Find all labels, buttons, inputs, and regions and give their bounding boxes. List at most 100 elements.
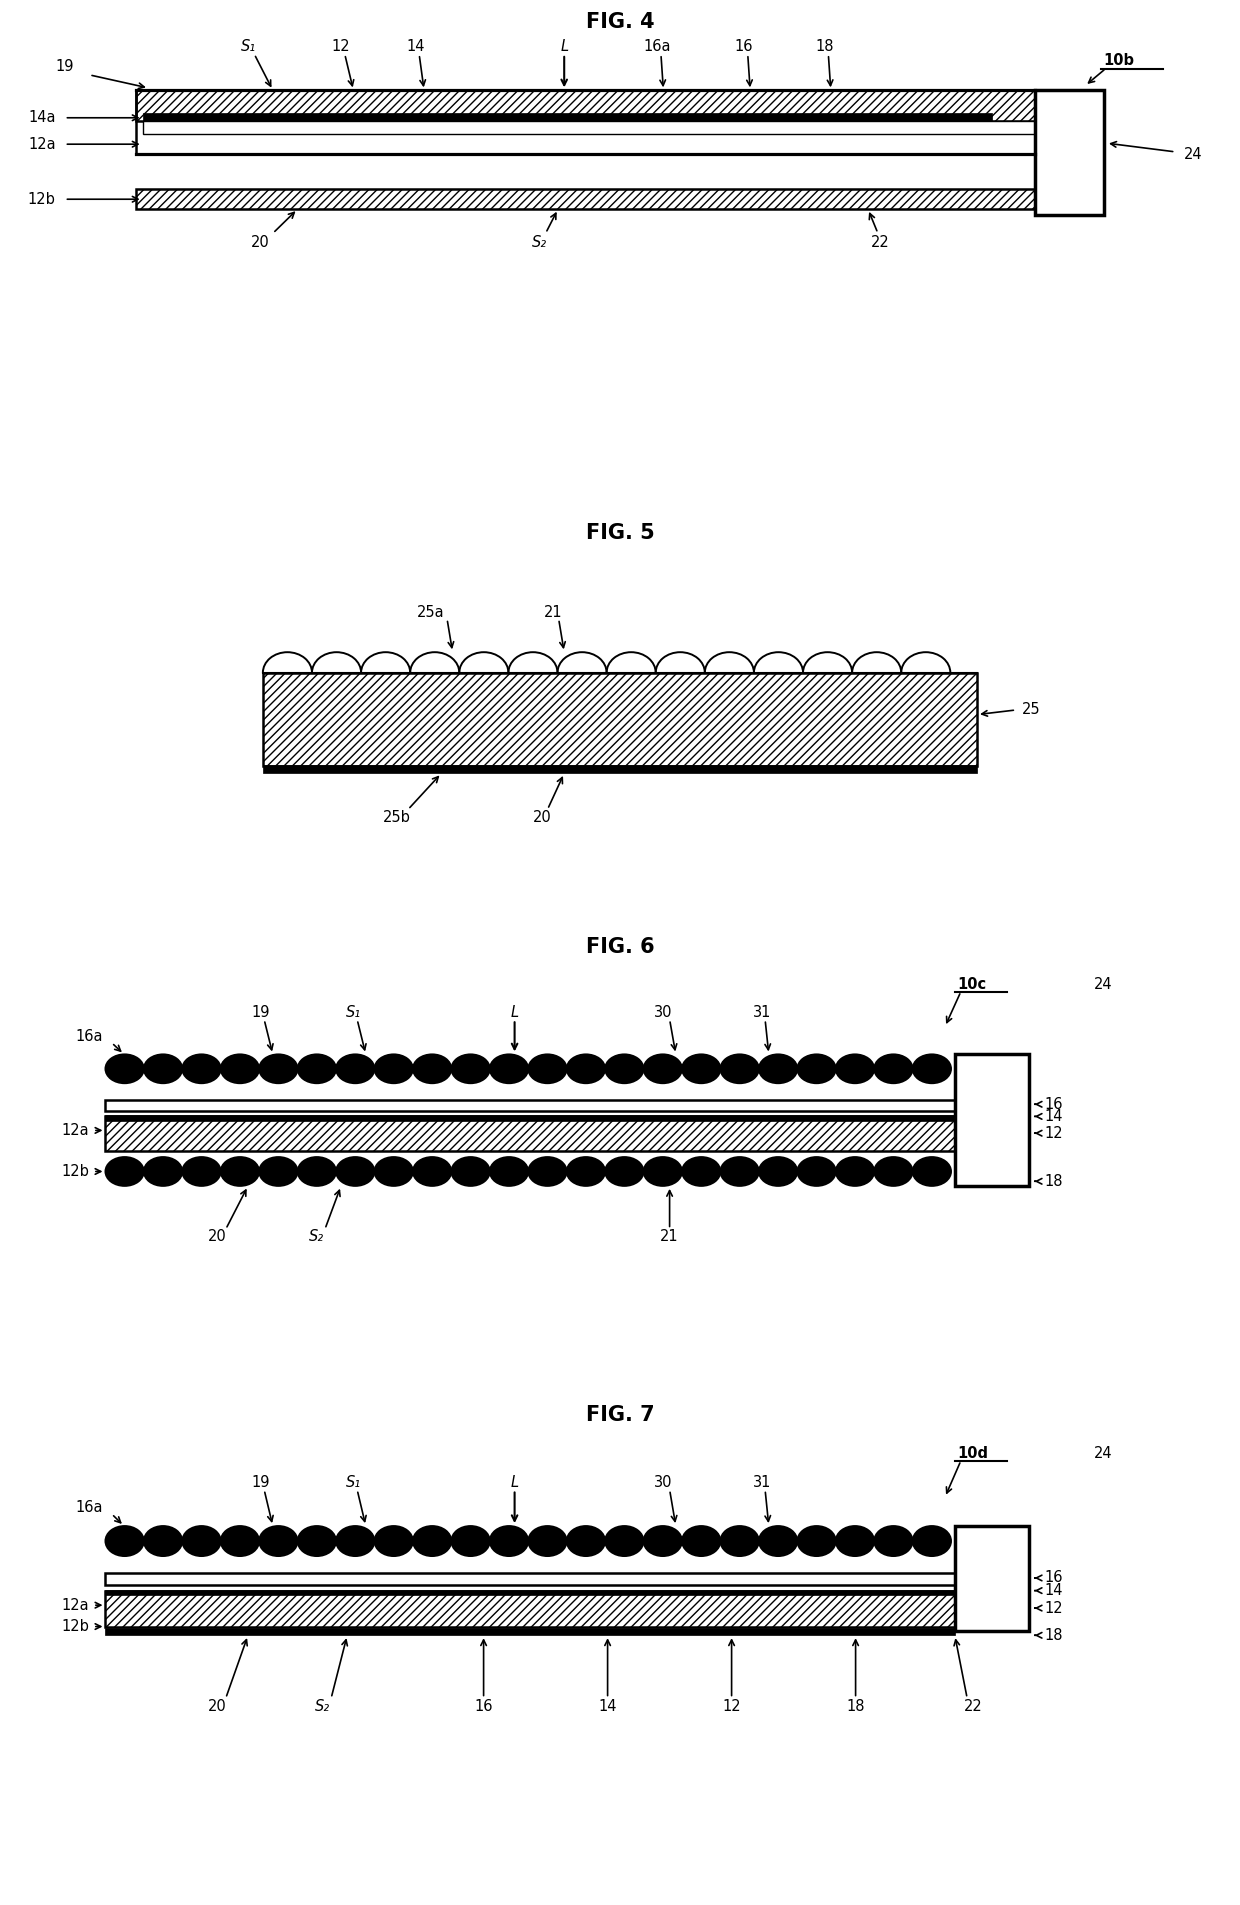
Text: 18: 18 [1044,1627,1063,1642]
Text: FIG. 4: FIG. 4 [585,11,655,32]
Circle shape [413,1053,451,1084]
Text: S₂: S₂ [309,1229,324,1244]
Text: 24: 24 [1094,977,1114,993]
Circle shape [413,1526,451,1556]
Circle shape [605,1053,644,1084]
Text: 16a: 16a [644,38,671,53]
Circle shape [336,1526,374,1556]
Circle shape [182,1053,221,1084]
Circle shape [298,1053,336,1084]
Text: 25a: 25a [417,604,444,619]
Circle shape [528,1156,567,1187]
Circle shape [490,1526,528,1556]
Circle shape [490,1156,528,1187]
Text: 12b: 12b [62,1164,89,1179]
Text: S₂: S₂ [315,1699,330,1714]
Circle shape [682,1053,720,1084]
Text: 19: 19 [56,59,73,74]
Text: L: L [511,1474,518,1490]
Text: 20: 20 [532,810,552,825]
Circle shape [105,1526,144,1556]
Circle shape [567,1526,605,1556]
Text: 25: 25 [1022,703,1040,718]
Text: 16: 16 [1044,1570,1063,1585]
Circle shape [797,1156,836,1187]
Circle shape [298,1526,336,1556]
Text: 18: 18 [816,38,833,53]
Bar [263,766,977,773]
Circle shape [336,1156,374,1187]
Circle shape [221,1526,259,1556]
Circle shape [451,1156,490,1187]
Circle shape [144,1526,182,1556]
Circle shape [644,1526,682,1556]
Text: 22: 22 [963,1699,983,1714]
Text: FIG. 6: FIG. 6 [585,937,655,958]
Text: 24: 24 [1184,147,1203,162]
Circle shape [759,1053,797,1084]
Text: L: L [511,1006,518,1021]
Circle shape [682,1156,720,1187]
Text: 18: 18 [847,1699,864,1714]
Circle shape [490,1053,528,1084]
Circle shape [874,1526,913,1556]
Text: 12: 12 [331,38,351,53]
Circle shape [528,1526,567,1556]
Bar [105,1589,955,1596]
Circle shape [836,1156,874,1187]
Circle shape [720,1526,759,1556]
Circle shape [182,1156,221,1187]
Bar [105,1116,955,1151]
Text: 14: 14 [407,38,424,53]
Text: 16: 16 [1044,1097,1063,1113]
Circle shape [567,1053,605,1084]
Circle shape [374,1526,413,1556]
Circle shape [874,1156,913,1187]
Circle shape [644,1156,682,1187]
Text: 16a: 16a [76,1499,103,1514]
Text: 10c: 10c [957,977,986,993]
Text: 16: 16 [475,1699,492,1714]
Bar [105,1116,955,1120]
Text: FIG. 5: FIG. 5 [585,524,655,543]
Text: 19: 19 [252,1474,269,1490]
Circle shape [797,1526,836,1556]
Text: 18: 18 [1044,1173,1063,1189]
Text: 12b: 12b [29,192,56,208]
Bar [105,1574,955,1585]
Circle shape [913,1526,951,1556]
Text: S₁: S₁ [241,38,255,53]
Bar [143,114,992,122]
Circle shape [836,1526,874,1556]
Text: 20: 20 [207,1699,227,1714]
Bar [1035,90,1104,215]
Text: 22: 22 [870,234,890,250]
Text: 12: 12 [1044,1126,1063,1141]
Circle shape [451,1526,490,1556]
Text: 14a: 14a [29,110,56,126]
Text: L: L [560,38,568,53]
Text: 12a: 12a [62,1598,89,1614]
Text: 19: 19 [252,1006,269,1021]
Text: 12a: 12a [29,137,56,152]
Circle shape [605,1156,644,1187]
Text: FIG. 7: FIG. 7 [585,1404,655,1425]
Circle shape [221,1053,259,1084]
Text: 31: 31 [754,1006,771,1021]
Text: S₁: S₁ [346,1474,361,1490]
Circle shape [259,1053,298,1084]
Circle shape [720,1053,759,1084]
Circle shape [720,1156,759,1187]
Text: 14: 14 [1044,1583,1063,1598]
Text: 24: 24 [1094,1446,1114,1461]
Circle shape [913,1156,951,1187]
Circle shape [913,1053,951,1084]
Circle shape [144,1156,182,1187]
Text: 16: 16 [735,38,753,53]
Circle shape [259,1526,298,1556]
Circle shape [221,1156,259,1187]
Text: 12b: 12b [62,1619,89,1634]
Circle shape [797,1053,836,1084]
Circle shape [144,1053,182,1084]
Circle shape [259,1156,298,1187]
